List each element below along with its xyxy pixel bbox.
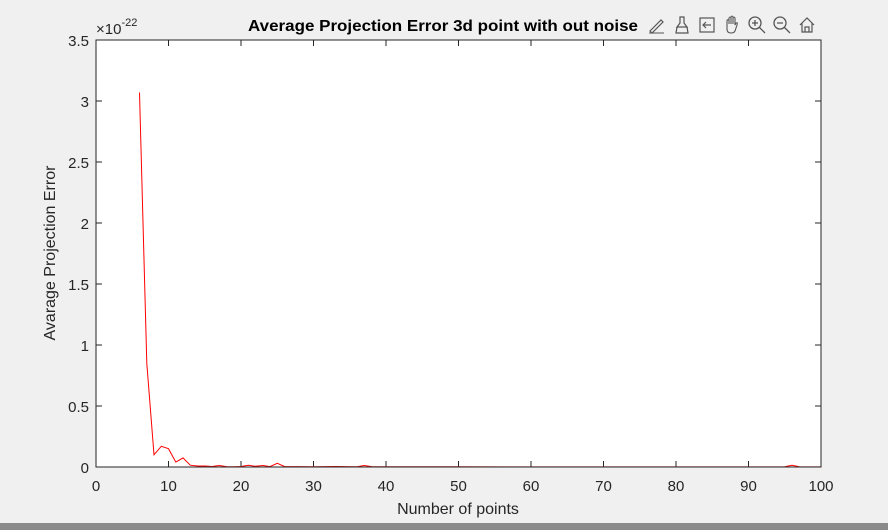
x-tick-label: 50	[450, 478, 467, 495]
brush-button[interactable]	[670, 13, 694, 37]
x-tick-label: 100	[808, 478, 833, 495]
exponent-power: -22	[121, 17, 137, 29]
x-axis-label: Number of points	[397, 501, 519, 518]
y-tick-label: 2.5	[68, 155, 89, 172]
y-axis-label: Avarage Projection Error	[42, 165, 59, 341]
x-tick-label: 60	[523, 478, 540, 495]
y-tick-label: 2	[81, 216, 89, 233]
zoom-in-button[interactable]	[745, 13, 769, 37]
x-tick-label: 30	[305, 478, 322, 495]
x-tick-label: 20	[233, 478, 250, 495]
data-cursor-button[interactable]	[695, 13, 719, 37]
zoom-out-button[interactable]	[770, 13, 794, 37]
pan-button[interactable]	[720, 13, 744, 37]
y-tick-label: 1	[81, 338, 89, 355]
brush-icon	[675, 16, 689, 34]
pan-hand-icon	[726, 15, 738, 34]
y-tick-label: 3.5	[68, 33, 89, 50]
zoom-out-icon	[773, 16, 791, 34]
edit-plot-button[interactable]	[645, 13, 669, 37]
axis-tick-labels: 0 10 20 30 40 50 60 70 80 90 100 0 0.5 1 1.5 2 2.5 3 3.5	[68, 33, 833, 495]
y-tick-label: 1.5	[68, 277, 89, 294]
chart-title: Average Projection Error 3d point with o…	[248, 18, 638, 35]
plot-area	[96, 40, 821, 467]
axes-box	[95, 39, 822, 468]
exponent-base: ×10	[96, 21, 121, 38]
edit-plot-icon	[649, 19, 664, 34]
window-bottom-border	[0, 523, 888, 530]
data-cursor-icon	[699, 17, 715, 33]
axes-toolbar	[645, 12, 819, 38]
x-tick-label: 90	[740, 478, 757, 495]
x-tick-label: 70	[595, 478, 612, 495]
x-tick-label: 40	[378, 478, 395, 495]
x-tick-label: 10	[160, 478, 177, 495]
axis-exponent: ×10-22	[96, 17, 137, 38]
y-tick-label: 0	[81, 460, 89, 477]
zoom-in-icon	[748, 16, 766, 34]
home-icon	[799, 17, 815, 33]
y-tick-label: 3	[81, 94, 89, 111]
x-tick-label: 0	[92, 478, 100, 495]
restore-view-button[interactable]	[795, 13, 819, 37]
y-tick-label: 0.5	[68, 399, 89, 416]
x-tick-label: 80	[668, 478, 685, 495]
